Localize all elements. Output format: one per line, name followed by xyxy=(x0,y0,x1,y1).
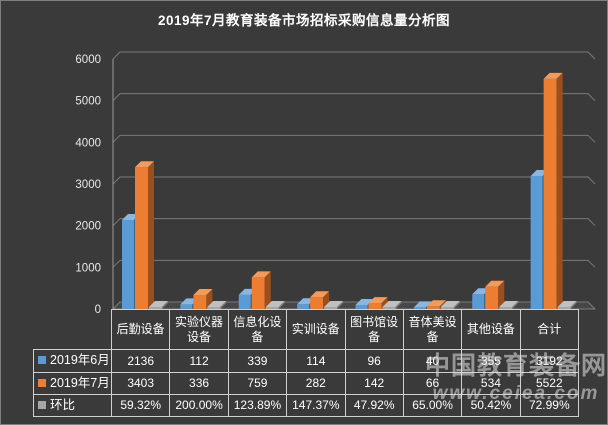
legend-swatch-icon xyxy=(38,356,46,365)
table-cell: 5522 xyxy=(519,372,580,395)
y-axis-tick-label: 6000 xyxy=(75,54,101,66)
y-axis-tick-label: 4000 xyxy=(75,137,101,149)
legend-swatch-icon xyxy=(38,400,46,409)
table-row: 2019年6月 2136 112 339 114 96 40 355 3192 xyxy=(33,349,580,373)
table-cell: 66 xyxy=(402,372,463,395)
table-cell: 534 xyxy=(461,372,521,395)
y-axis-tick-label: 0 xyxy=(95,304,101,316)
y-axis-tick-label: 1000 xyxy=(75,262,101,274)
y-axis-tick-labels: 0 1000 2000 3000 4000 5000 6000 xyxy=(75,54,101,316)
bar-环比-音体美设备 xyxy=(440,301,460,309)
y-axis-tick-label: 5000 xyxy=(75,96,101,108)
table-cell: 40 xyxy=(402,349,463,373)
bar-2019年7月-实训设备 xyxy=(310,291,330,309)
bar-环比-实验仪器设备 xyxy=(207,301,227,309)
legend-swatch-icon xyxy=(38,378,46,387)
column-header: 信息化设备 xyxy=(227,309,288,350)
bar-2019年7月-信息化设备 xyxy=(251,271,271,309)
table-cell: 142 xyxy=(344,372,404,395)
table-cell: 3403 xyxy=(110,372,171,395)
table-cell: 114 xyxy=(286,349,346,373)
table-cell: 336 xyxy=(169,372,229,395)
column-header: 实训设备 xyxy=(286,309,346,350)
bar-环比-合计 xyxy=(557,301,577,309)
table-cell: 59.32% xyxy=(110,394,171,417)
column-header: 实验仪器设备 xyxy=(169,309,229,350)
table-cell: 355 xyxy=(461,349,521,373)
bar-环比-后勤设备 xyxy=(149,301,168,309)
column-header: 后勤设备 xyxy=(110,309,171,350)
data-table: 后勤设备 实验仪器设备 信息化设备 实训设备 图书馆设备 音体美设备 其他设备 合计 2019年… xyxy=(33,309,580,417)
bar-2019年7月-实验仪器设备 xyxy=(193,289,213,309)
table-cell: 2136 xyxy=(110,349,171,373)
column-header: 合计 xyxy=(519,309,580,350)
bar-2019年7月-图书馆设备 xyxy=(368,297,388,309)
table-cell: 72.99% xyxy=(519,394,580,417)
table-cell: 339 xyxy=(227,349,288,373)
table-cell: 50.42% xyxy=(461,394,521,417)
table-cell: 123.89% xyxy=(227,394,288,417)
table-cell: 96 xyxy=(344,349,404,373)
bar-环比-信息化设备 xyxy=(265,301,285,309)
chart-title: 2019年7月教育装备市场招标采购信息量分析图 xyxy=(157,13,451,28)
table-cell: 759 xyxy=(227,372,288,395)
row-label: 环比 xyxy=(33,394,112,417)
bar-2019年7月-后勤设备 xyxy=(135,161,154,309)
table-cell: 3192 xyxy=(519,349,580,373)
gridlines xyxy=(112,51,596,310)
series-name: 环比 xyxy=(50,397,76,412)
table-cell: 147.37% xyxy=(286,394,346,417)
row-label: 2019年6月 xyxy=(33,349,112,373)
table-row: 2019年7月 3403 336 759 282 142 66 534 5522 xyxy=(33,372,580,395)
bar-环比-其他设备 xyxy=(499,301,519,309)
bar-环比-实训设备 xyxy=(324,301,344,309)
bar-2019年7月-合计 xyxy=(543,72,563,310)
table-cell: 47.92% xyxy=(344,394,404,417)
series-name: 2019年7月 xyxy=(50,375,110,390)
y-axis-tick-label: 3000 xyxy=(75,179,101,191)
table-header-row: 后勤设备 实验仪器设备 信息化设备 实训设备 图书馆设备 音体美设备 其他设备 合计 xyxy=(34,309,580,350)
column-header: 图书馆设备 xyxy=(344,309,404,350)
table-cell: 282 xyxy=(286,372,346,395)
table-row: 环比 59.32% 200.00% 123.89% 147.37% 47.92% 65.00… xyxy=(33,394,580,417)
table-corner-cell xyxy=(34,310,112,350)
table-cell: 200.00% xyxy=(169,394,229,417)
column-header: 音体美设备 xyxy=(402,309,463,350)
series-name: 2019年6月 xyxy=(50,353,110,368)
table-cell: 65.00% xyxy=(402,394,463,417)
bar-2019年7月-其他设备 xyxy=(485,280,505,309)
bars xyxy=(122,72,577,310)
bar-环比-图书馆设备 xyxy=(382,301,402,309)
row-label: 2019年7月 xyxy=(33,372,112,395)
y-axis-tick-label: 2000 xyxy=(75,221,101,233)
column-header: 其他设备 xyxy=(461,309,521,350)
table-cell: 112 xyxy=(169,349,229,373)
